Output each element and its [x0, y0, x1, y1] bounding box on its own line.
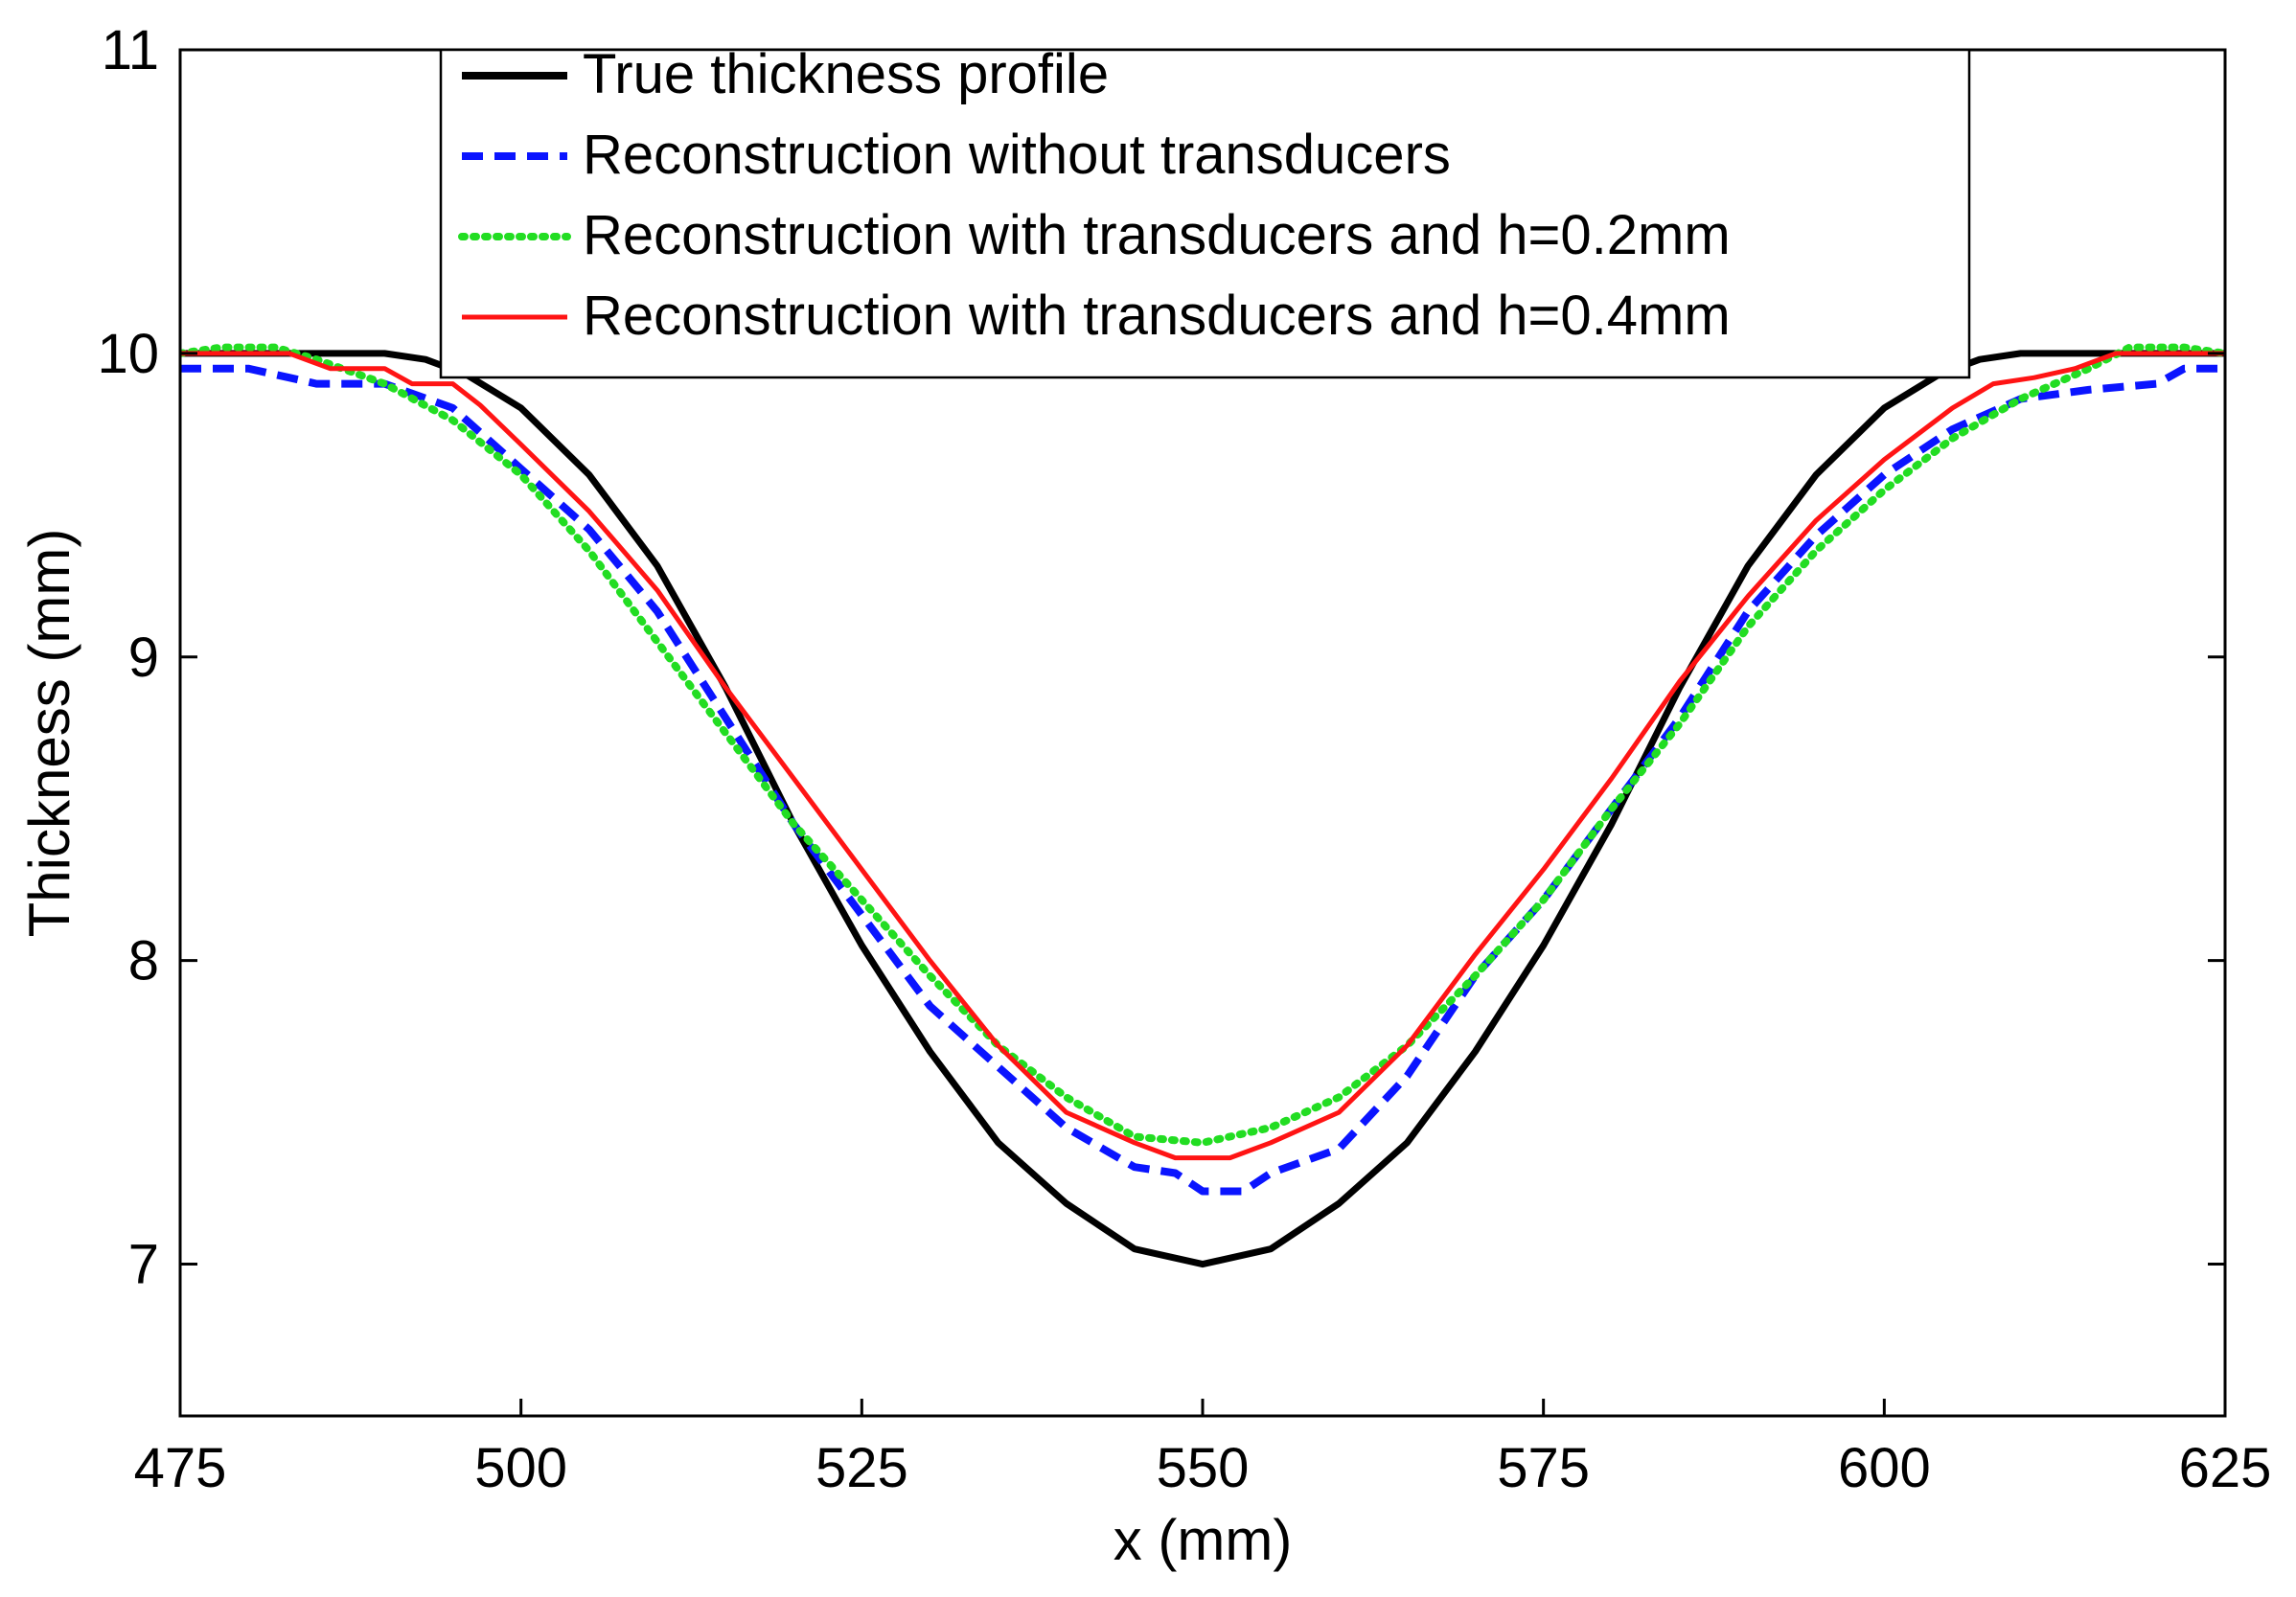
- series-line-2: [180, 364, 2225, 1196]
- y-tick-label: 10: [97, 323, 159, 385]
- x-tick-label: 600: [1838, 1437, 1931, 1499]
- x-tick-label: 575: [1497, 1437, 1590, 1499]
- axis-ticks: 475 500 525 550 575 600 625 7 8 9 10 11: [97, 19, 2271, 1499]
- legend-label-1: True thickness profile: [583, 43, 1109, 105]
- y-tick-label: 8: [128, 930, 159, 992]
- legend-label-2: Reconstruction without transducers: [583, 124, 1451, 186]
- x-tick-label: 475: [134, 1437, 227, 1499]
- series-line-3: [180, 343, 2225, 1147]
- series-line-1: [180, 350, 2225, 1268]
- y-tick-label: 7: [128, 1234, 159, 1296]
- legend-label-3: Reconstruction with transducers and h=0.…: [583, 204, 1731, 266]
- x-tick-label: 525: [815, 1437, 908, 1499]
- y-axis-label: Thickness (mm): [17, 529, 81, 938]
- x-tick-label: 625: [2179, 1437, 2272, 1499]
- x-tick-label: 550: [1157, 1437, 1250, 1499]
- legend-label-4: Reconstruction with transducers and h=0.…: [583, 285, 1731, 347]
- series-line-4: [180, 351, 2225, 1161]
- series-layer: [180, 343, 2225, 1268]
- legend-box: [439, 48, 1971, 379]
- x-tick-label: 500: [474, 1437, 567, 1499]
- legend: True thickness profile Reconstruction wit…: [439, 43, 1971, 379]
- y-tick-label: 11: [102, 19, 159, 81]
- y-tick-label: 9: [128, 627, 159, 689]
- x-axis-label: x (mm): [1114, 1508, 1293, 1572]
